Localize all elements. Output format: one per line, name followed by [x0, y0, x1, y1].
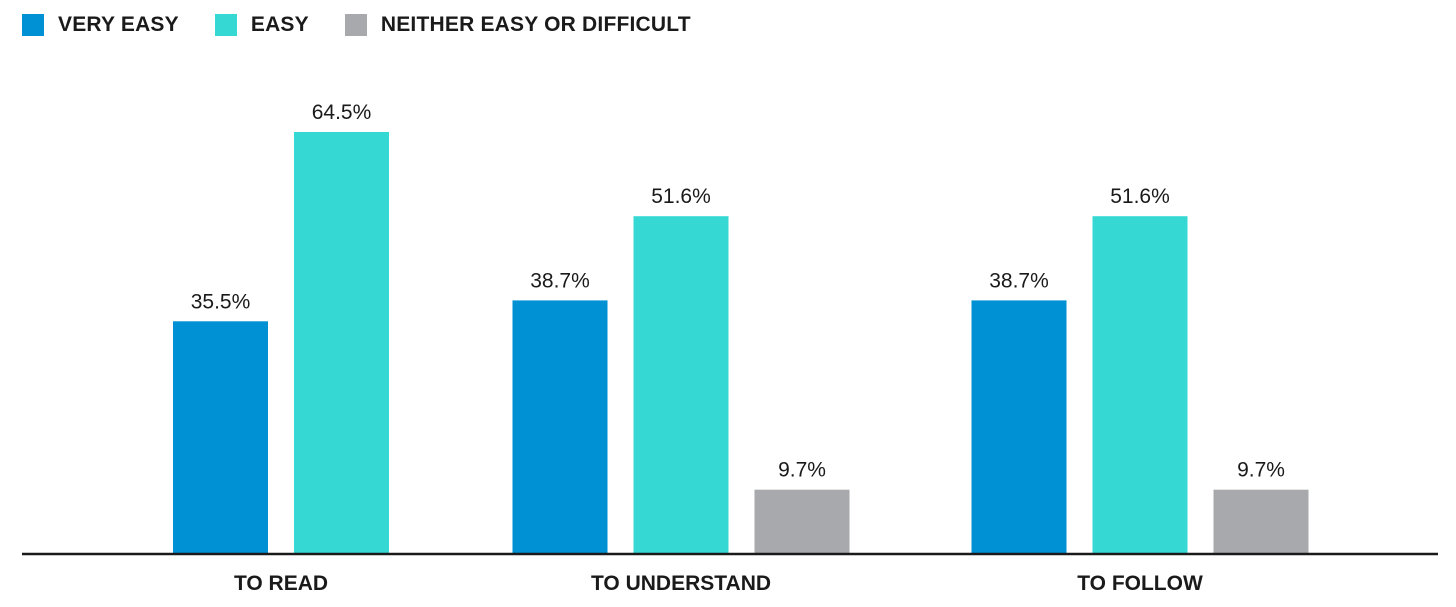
- x-tick-label: TO UNDERSTAND: [591, 572, 771, 595]
- legend-swatch: [22, 14, 44, 36]
- bar-easy-to-follow: [1092, 216, 1188, 553]
- data-label: 35.5%: [191, 290, 251, 313]
- data-label: 9.7%: [778, 459, 826, 482]
- bar-easy-to-read: [294, 132, 389, 553]
- data-label: 9.7%: [1237, 459, 1285, 482]
- legend-swatch: [344, 14, 367, 36]
- legend-label: EASY: [250, 13, 309, 36]
- data-label: 38.7%: [530, 269, 590, 292]
- x-tick-label: TO FOLLOW: [1077, 572, 1203, 595]
- data-label: 38.7%: [989, 269, 1049, 292]
- bar-neither-easy-or-difficult-to-understand: [754, 489, 850, 553]
- chart-legend: VERY EASY EASY NEITHER EASY OR DIFFICULT: [22, 12, 727, 38]
- bar-very-easy-to-follow: [971, 300, 1067, 553]
- legend-item: VERY EASY: [22, 13, 179, 37]
- bar-easy-to-understand: [633, 216, 729, 553]
- data-label: 64.5%: [312, 101, 372, 124]
- x-tick-label: TO READ: [234, 572, 328, 595]
- legend-item: EASY: [214, 13, 309, 37]
- legend-swatch: [214, 14, 237, 36]
- legend-label: VERY EASY: [58, 13, 179, 36]
- bar-very-easy-to-understand: [512, 300, 608, 553]
- bar-very-easy-to-read: [173, 321, 268, 553]
- legend-item: NEITHER EASY OR DIFFICULT: [344, 13, 691, 37]
- bar-neither-easy-or-difficult-to-follow: [1213, 489, 1309, 553]
- legend-label: NEITHER EASY OR DIFFICULT: [380, 13, 691, 36]
- data-label: 51.6%: [1110, 185, 1170, 208]
- data-label: 51.6%: [651, 185, 711, 208]
